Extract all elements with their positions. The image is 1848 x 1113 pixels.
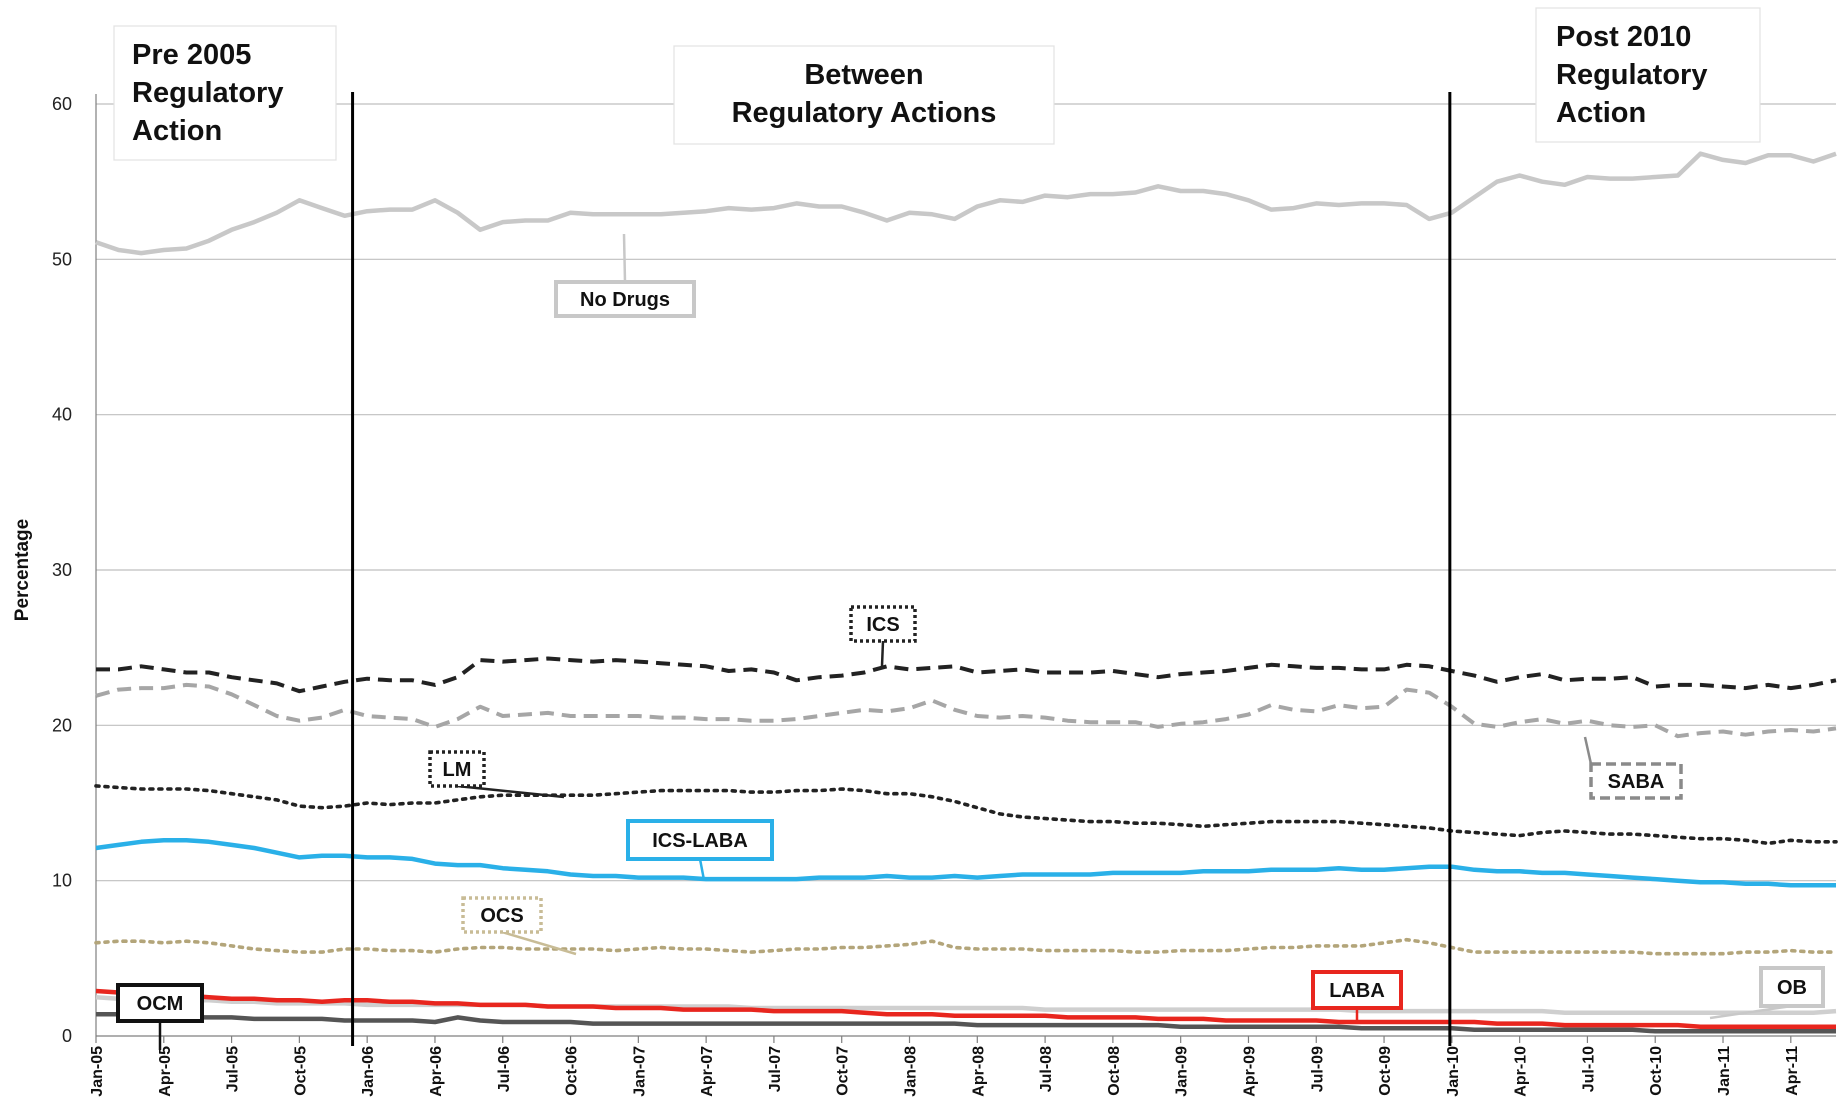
x-tick-label: Jul-08	[1038, 1046, 1055, 1092]
x-tick-label: Jul-07	[767, 1046, 784, 1092]
period-label-box	[1535, 7, 1761, 143]
y-tick-label: 30	[52, 560, 72, 580]
x-tick-label: Jan-11	[1716, 1046, 1733, 1096]
y-tick-label: 0	[62, 1026, 72, 1046]
period-label-box	[673, 45, 1055, 145]
series-line-ics	[96, 656, 1837, 694]
x-tick-label: Apr-07	[699, 1046, 716, 1097]
period-label-line: Regulatory	[1556, 59, 1707, 91]
annotation-label: SABA	[1608, 771, 1665, 793]
annotation-box	[1759, 966, 1825, 1008]
x-tick-label: Jan-10	[1445, 1046, 1462, 1097]
annotation-label: OB	[1777, 977, 1807, 999]
annotation-ob: OB	[1709, 966, 1825, 1020]
series-line-ob	[95, 994, 1837, 1015]
x-tick-label: Jan-05	[89, 1046, 106, 1097]
period-labels: Pre 2005 Regulatory Action Between Regulator…	[113, 7, 1761, 161]
x-tick-label: Jul-06	[496, 1046, 513, 1092]
regulatory-markers	[351, 92, 1452, 1046]
annotation-leader	[1583, 736, 1593, 765]
annotation-label: ICS	[866, 614, 899, 636]
period-label-0: Pre 2005 Regulatory Action	[113, 25, 337, 161]
annotation-label: ICS-LABA	[652, 830, 748, 852]
annotation-leader	[698, 858, 706, 881]
annotation-box	[116, 983, 204, 1023]
period-label-box	[113, 25, 337, 161]
annotation-no-drugs: No Drugs	[554, 233, 696, 318]
period-label-2: Post 2010 Regulatory Action	[1535, 7, 1761, 143]
annotation-box	[1311, 970, 1403, 1010]
y-tick-label: 20	[52, 715, 72, 735]
annotation-label: LABA	[1329, 980, 1385, 1002]
annotation-laba: LABA	[1311, 970, 1403, 1024]
x-tick-label: Jan-08	[903, 1046, 920, 1097]
x-tick-label: Apr-06	[428, 1046, 445, 1097]
x-tick-label: Apr-09	[1241, 1046, 1258, 1097]
y-tick-label: 50	[52, 249, 72, 269]
annotation-box	[461, 896, 543, 934]
period-label-1: Between Regulatory Actions	[673, 45, 1055, 145]
x-tick-label: Oct-06	[564, 1046, 581, 1096]
series-annotations: No Drugs ICS SABA LM ICS-LABA OCS OCM LABA OB	[116, 233, 1825, 1050]
x-tick-label: Jul-09	[1309, 1046, 1326, 1092]
annotation-lm: LM	[428, 750, 565, 799]
period-label-line: Action	[1556, 97, 1646, 129]
x-tick-label: Oct-09	[1377, 1046, 1394, 1096]
x-tick-label: Apr-05	[157, 1046, 174, 1097]
series-line-no-drugs	[95, 151, 1837, 256]
x-tick-label: Oct-07	[835, 1046, 852, 1096]
annotation-ics-laba: ICS-LABA	[626, 819, 774, 881]
x-tick-label: Apr-08	[970, 1046, 987, 1097]
annotation-box	[554, 280, 696, 318]
annotation-label: No Drugs	[580, 289, 670, 311]
series-line-ocm	[96, 1012, 1836, 1034]
annotation-ics: ICS	[849, 605, 917, 667]
x-tick-label: Jan-06	[360, 1046, 377, 1097]
annotation-leader	[880, 640, 885, 667]
axes: 0 10 20 30 40 50 60 Percentage Jan-05 Apr-05 Jul-0…	[12, 94, 1801, 1097]
annotation-leader	[456, 784, 565, 799]
annotation-ocs: OCS	[461, 896, 577, 956]
period-label-line: Action	[132, 115, 222, 147]
series-line-laba	[95, 988, 1836, 1029]
series-lines	[94, 151, 1838, 1034]
series-line-saba	[95, 682, 1837, 739]
period-label-line: Post 2010	[1556, 21, 1691, 53]
gridlines	[96, 103, 1836, 1037]
period-label-line: Regulatory Actions	[732, 97, 997, 129]
x-tick-label: Jul-10	[1580, 1046, 1597, 1092]
x-tick-label: Apr-10	[1513, 1046, 1530, 1097]
x-tick-label: Jul-05	[225, 1046, 242, 1092]
series-line-lm	[94, 784, 1838, 846]
annotation-leader	[622, 233, 627, 283]
period-label-line: Pre 2005	[132, 39, 251, 71]
annotation-box	[1589, 762, 1683, 800]
annotation-box	[849, 605, 917, 643]
annotation-leader	[501, 930, 577, 956]
period-label-line: Regulatory	[132, 77, 283, 109]
annotation-label: LM	[443, 759, 472, 781]
y-tick-label: 10	[52, 871, 72, 891]
annotation-ocm: OCM	[116, 983, 204, 1050]
series-line-ics-laba	[95, 838, 1836, 888]
x-tick-label: Oct-08	[1106, 1046, 1123, 1096]
x-tick-label: Apr-11	[1784, 1046, 1801, 1096]
series-line-ocs	[94, 937, 1838, 956]
y-axis-label: Percentage	[12, 519, 33, 621]
x-tick-label: Jan-09	[1174, 1046, 1191, 1097]
x-tick-label: Oct-05	[292, 1046, 309, 1096]
period-label-line: Between	[804, 59, 923, 91]
x-tick-label: Oct-10	[1648, 1046, 1665, 1096]
annotation-box	[626, 819, 774, 861]
annotation-label: OCS	[480, 905, 523, 927]
annotation-saba: SABA	[1583, 736, 1683, 800]
y-tick-label: 40	[52, 405, 72, 425]
annotation-label: OCM	[137, 993, 184, 1015]
annotation-box	[428, 750, 486, 788]
y-tick-label: 60	[52, 94, 72, 114]
x-tick-label: Jan-07	[631, 1046, 648, 1097]
